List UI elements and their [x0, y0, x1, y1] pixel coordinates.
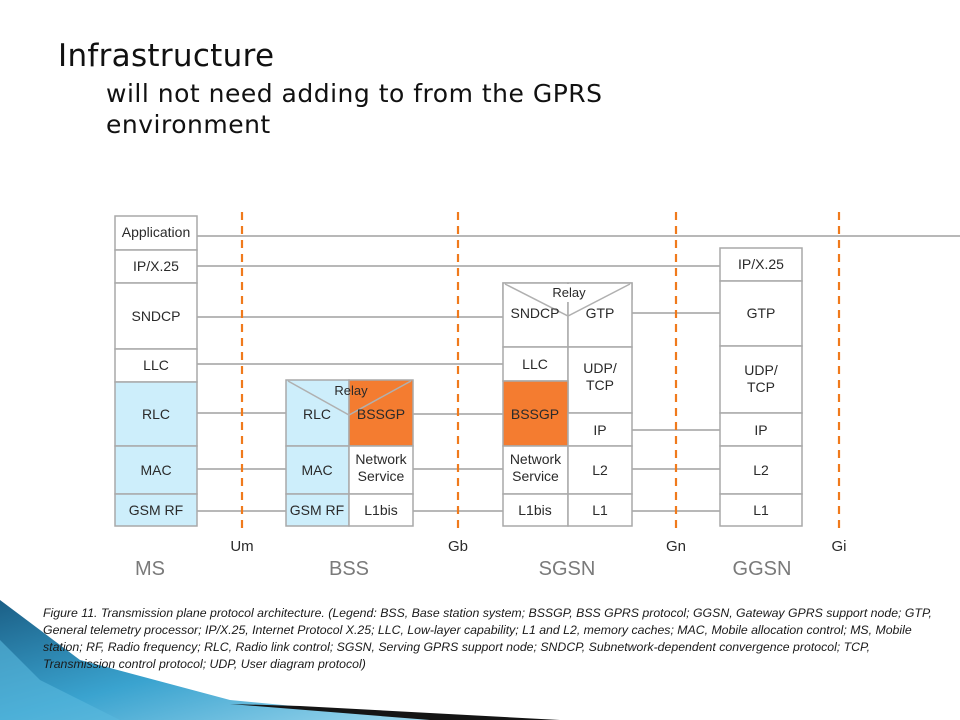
sgsn-relay-arrow — [504, 283, 631, 317]
teal-swoosh-shape — [0, 600, 440, 720]
sgsn-layer-label: L1bis — [518, 502, 551, 518]
ggsn-layer-label: L2 — [753, 462, 769, 478]
ggsn-udptcp-label: UDP/ TCP — [744, 362, 778, 395]
sgsn-network-service-label: Network Service — [509, 451, 562, 484]
sgsn-relay-label: Relay — [552, 285, 586, 300]
figure-caption: Figure 11. Transmission plane protocol a… — [43, 606, 932, 671]
ms-mac-cell — [114, 445, 198, 495]
ggsn-layer-label: GTP — [747, 305, 776, 321]
sgsn-layer-label: LLC — [522, 356, 548, 372]
slide-title: Infrastructure — [58, 38, 275, 74]
sgsn-layer-label: BSSGP — [511, 406, 559, 422]
bss-layer-label: RLC — [303, 406, 331, 422]
ms-layer-label: SNDCP — [131, 308, 180, 324]
sgsn-layer-label: SNDCP — [510, 305, 559, 321]
bss-rlc-cell — [285, 379, 350, 447]
ggsn-layer-label: L1 — [753, 502, 769, 518]
bss-layer-label: GSM RF — [290, 502, 344, 518]
bss-relay-arrow — [287, 380, 412, 416]
ms-layer-label: GSM RF — [129, 502, 183, 518]
bss-gsmrf-cell — [285, 493, 350, 527]
interface-label-gb: Gb — [448, 538, 468, 555]
ms-layer-label: Application — [122, 224, 191, 240]
bss-relay-label: Relay — [334, 383, 368, 398]
bss-network-service-label: Network Service — [355, 451, 407, 484]
node-label-bss: BSS — [329, 558, 369, 580]
sgsn-layer-label: GTP — [586, 305, 615, 321]
sgsn-ip-cell — [567, 412, 633, 447]
connector-lines — [197, 235, 960, 512]
bss-bssgp-cell — [348, 379, 414, 447]
interface-label-gn: Gn — [666, 538, 686, 555]
ggsn-ip-cell — [719, 412, 803, 447]
ggsn-l2-cell — [719, 445, 803, 495]
ggsn-l1-cell — [719, 493, 803, 527]
sgsn-network-service-cell — [502, 445, 569, 495]
node-label-ggsn: GGSN — [733, 558, 792, 580]
bss-network-service-cell — [348, 445, 414, 495]
ms-layer-label: MAC — [140, 462, 171, 478]
ggsn-udptcp-cell — [719, 345, 803, 414]
node-label-sgsn: SGSN — [539, 558, 596, 580]
bss-layer-label: MAC — [301, 462, 332, 478]
ms-application-cell — [114, 215, 198, 251]
sgsn-layer-label: L2 — [592, 462, 608, 478]
ms-sndcp-cell — [114, 282, 198, 350]
ggsn-layer-label: IP — [754, 422, 767, 438]
ms-stack — [114, 215, 198, 527]
interface-label-gi: Gi — [832, 538, 847, 555]
ms-rlc-cell — [114, 381, 198, 447]
sgsn-udptcp-label: UDP/ TCP — [583, 360, 617, 393]
bss-layer-label: L1bis — [364, 502, 397, 518]
ms-ipx25-cell — [114, 249, 198, 284]
bss-stack — [285, 379, 414, 527]
sgsn-l2-cell — [567, 445, 633, 495]
slide-subtitle: will not need adding to from the GPRS en… — [106, 79, 603, 139]
sgsn-layer-label: L1 — [592, 502, 608, 518]
ggsn-layer-label: IP/X.25 — [738, 256, 784, 272]
bss-l1bis-cell — [348, 493, 414, 527]
sgsn-udptcp-cell — [567, 346, 633, 414]
ms-gsmrf-cell — [114, 493, 198, 527]
sgsn-l1-cell — [567, 493, 633, 527]
sgsn-stack — [502, 282, 633, 527]
ggsn-stack — [719, 247, 803, 527]
ms-layer-label: IP/X.25 — [133, 258, 179, 274]
sgsn-layer-label: IP — [593, 422, 606, 438]
ms-layer-label: RLC — [142, 406, 170, 422]
interface-label-um: Um — [230, 538, 253, 555]
bss-layer-label: BSSGP — [357, 406, 405, 422]
light-teal-strip — [0, 640, 120, 720]
sgsn-l1bis-cell — [502, 493, 569, 527]
bss-mac-cell — [285, 445, 350, 495]
protocol-architecture-diagram: Application IP/X.25 SNDCP LLC RLC MAC GS… — [114, 212, 960, 580]
node-label-ms: MS — [135, 558, 165, 580]
dark-wedge-shape — [230, 704, 560, 720]
ms-layer-label: LLC — [143, 357, 169, 373]
